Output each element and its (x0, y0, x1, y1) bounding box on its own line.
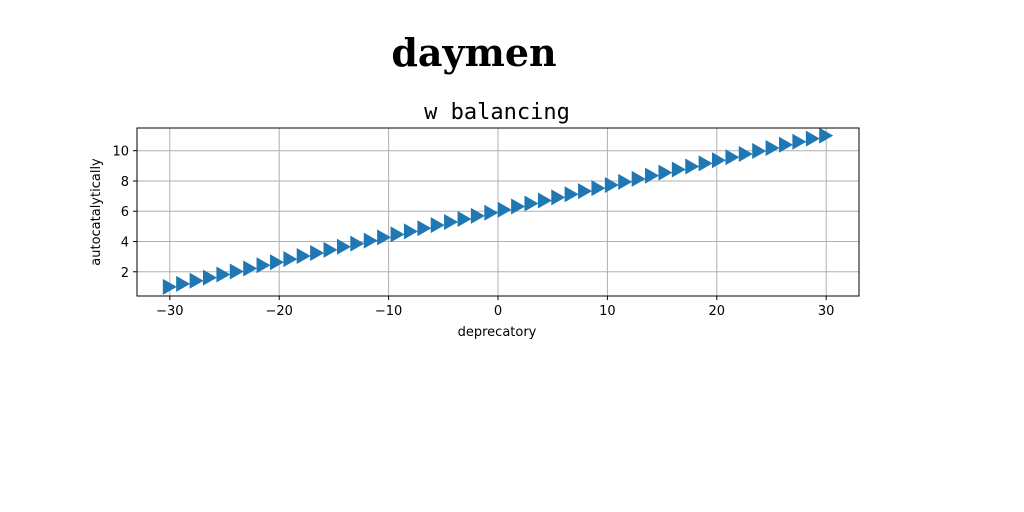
x-tick-label: 10 (599, 304, 616, 319)
data-point (738, 146, 753, 163)
data-point (618, 173, 633, 190)
data-point (631, 170, 646, 187)
data-point (162, 278, 177, 295)
data-point (270, 254, 285, 271)
data-point (403, 223, 418, 240)
data-point (564, 186, 579, 203)
data-point (430, 217, 445, 234)
data-point (711, 152, 726, 169)
y-tick-label: 4 (121, 236, 129, 251)
data-point (725, 149, 740, 166)
chart-title: w balancing (424, 100, 570, 125)
data-point (457, 210, 472, 227)
data-point (591, 180, 606, 197)
data-point (752, 143, 767, 160)
data-point (377, 229, 392, 246)
x-tick-label: 30 (818, 304, 835, 319)
data-points (162, 127, 834, 295)
data-point (283, 251, 298, 268)
data-point (216, 266, 231, 283)
data-point (511, 198, 526, 215)
data-point (792, 133, 807, 150)
y-tick-label: 8 (121, 175, 129, 190)
data-point (805, 130, 820, 147)
data-point (604, 177, 619, 194)
x-tick-label: 20 (709, 304, 726, 319)
data-point (336, 238, 351, 255)
x-axis-label: deprecatory (458, 325, 537, 340)
data-point (779, 136, 794, 153)
data-point (497, 201, 512, 218)
axis-ticks: −30 −20 −10 0 10 20 30 2 4 6 8 10 (112, 145, 834, 319)
y-axis-label: autocatalytically (89, 158, 104, 266)
x-tick-label: −20 (265, 304, 292, 319)
data-point (765, 139, 780, 156)
data-point (363, 232, 378, 249)
data-point (323, 241, 338, 258)
data-point (658, 164, 673, 181)
data-point (551, 189, 566, 206)
data-point (243, 260, 258, 277)
data-point (390, 226, 405, 243)
data-point (484, 204, 499, 221)
data-point (524, 195, 539, 212)
x-tick-label: −30 (156, 304, 183, 319)
data-point (537, 192, 552, 209)
data-point (645, 167, 660, 184)
data-point (698, 155, 713, 172)
data-point (350, 235, 365, 252)
y-tick-label: 6 (121, 205, 129, 220)
data-point (685, 158, 700, 175)
data-point (578, 183, 593, 200)
data-point (256, 257, 271, 274)
data-point (189, 272, 204, 289)
data-point (444, 213, 459, 230)
data-point (296, 248, 311, 265)
data-point (417, 220, 432, 237)
data-point (229, 263, 244, 280)
y-tick-label: 2 (121, 266, 129, 281)
x-tick-label: −10 (375, 304, 402, 319)
data-point (470, 207, 485, 224)
data-point (310, 245, 325, 262)
x-tick-label: 0 (494, 304, 502, 319)
data-point (671, 161, 686, 178)
y-tick-label: 10 (112, 145, 129, 160)
page-title: daymen (391, 30, 557, 75)
data-point (819, 127, 834, 144)
data-point (176, 275, 191, 292)
data-point (202, 269, 217, 286)
